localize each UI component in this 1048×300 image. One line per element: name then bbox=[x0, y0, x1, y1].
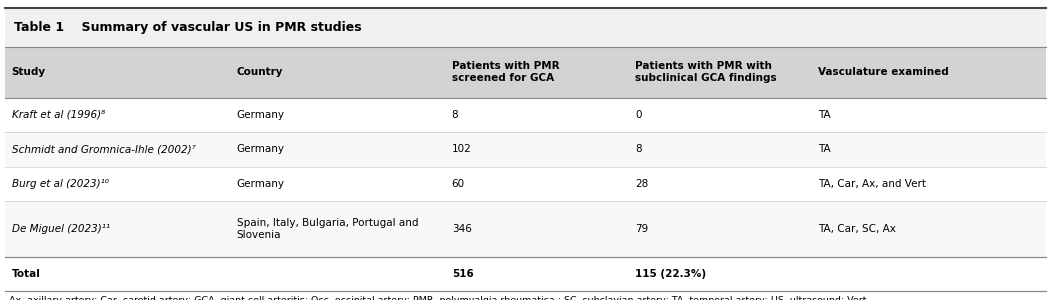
Text: Schmidt and Gromnica-Ihle (2002)⁷: Schmidt and Gromnica-Ihle (2002)⁷ bbox=[12, 144, 195, 154]
Text: Vasculature examined: Vasculature examined bbox=[818, 67, 949, 77]
FancyBboxPatch shape bbox=[5, 46, 1046, 98]
Text: 8: 8 bbox=[452, 110, 458, 120]
Text: TA: TA bbox=[818, 144, 831, 154]
FancyBboxPatch shape bbox=[5, 132, 1046, 166]
Text: 115 (22.3%): 115 (22.3%) bbox=[635, 269, 706, 279]
Text: Patients with PMR
screened for GCA: Patients with PMR screened for GCA bbox=[452, 61, 560, 83]
Text: 28: 28 bbox=[635, 179, 649, 189]
Text: TA, Car, Ax, and Vert: TA, Car, Ax, and Vert bbox=[818, 179, 926, 189]
Text: TA: TA bbox=[818, 110, 831, 120]
Text: De Miguel (2023)¹¹: De Miguel (2023)¹¹ bbox=[12, 224, 110, 234]
Text: TA, Car, SC, Ax: TA, Car, SC, Ax bbox=[818, 224, 896, 234]
Text: Germany: Germany bbox=[237, 144, 285, 154]
Text: 60: 60 bbox=[452, 179, 465, 189]
Text: Burg et al (2023)¹⁰: Burg et al (2023)¹⁰ bbox=[12, 179, 108, 189]
FancyBboxPatch shape bbox=[5, 201, 1046, 256]
Text: Ax, axillary artery; Car, carotid artery; GCA, giant cell arteritis; Occ, occipi: Ax, axillary artery; Car, carotid artery… bbox=[9, 296, 870, 300]
FancyBboxPatch shape bbox=[5, 167, 1046, 201]
Text: Table 1    Summary of vascular US in PMR studies: Table 1 Summary of vascular US in PMR st… bbox=[14, 20, 362, 34]
Text: 79: 79 bbox=[635, 224, 649, 234]
Text: 8: 8 bbox=[635, 144, 641, 154]
FancyBboxPatch shape bbox=[5, 98, 1046, 132]
Text: 102: 102 bbox=[452, 144, 472, 154]
Text: Patients with PMR with
subclinical GCA findings: Patients with PMR with subclinical GCA f… bbox=[635, 61, 777, 83]
Text: Spain, Italy, Bulgaria, Portugal and
Slovenia: Spain, Italy, Bulgaria, Portugal and Slo… bbox=[237, 218, 418, 239]
Text: 346: 346 bbox=[452, 224, 472, 234]
FancyBboxPatch shape bbox=[5, 256, 1046, 291]
Text: Study: Study bbox=[12, 67, 46, 77]
Text: Germany: Germany bbox=[237, 179, 285, 189]
Text: Kraft et al (1996)⁸: Kraft et al (1996)⁸ bbox=[12, 110, 105, 120]
Text: Total: Total bbox=[12, 269, 41, 279]
Text: 0: 0 bbox=[635, 110, 641, 120]
Text: 516: 516 bbox=[452, 269, 474, 279]
Text: Germany: Germany bbox=[237, 110, 285, 120]
Text: Country: Country bbox=[237, 67, 283, 77]
FancyBboxPatch shape bbox=[5, 8, 1046, 46]
